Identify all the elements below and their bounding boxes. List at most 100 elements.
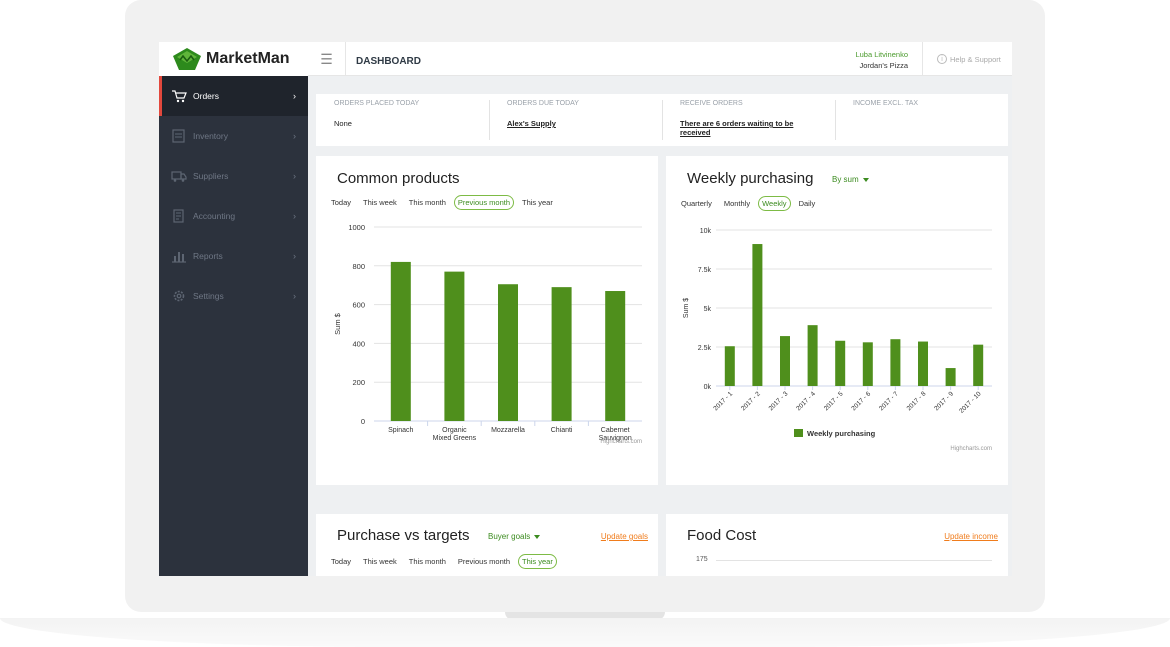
stat-label: RECEIVE ORDERS	[680, 100, 743, 107]
bar	[752, 244, 763, 386]
laptop-notch	[505, 612, 665, 620]
update-goals-link[interactable]: Update goals	[600, 532, 648, 541]
sidebar-item-reports[interactable]: Reports ›	[159, 236, 308, 276]
tab-this-week[interactable]: This week	[363, 557, 397, 566]
x-tick-label: 2017 - 3	[768, 390, 790, 412]
y-tick-label: 175	[696, 556, 708, 563]
stat-value: None	[334, 119, 352, 128]
y-tick-label: 10k	[700, 228, 712, 235]
brand-name: MarketMan	[206, 50, 290, 67]
bar	[724, 346, 735, 386]
sidebar-item-label: Orders	[193, 91, 219, 101]
x-tick-label: Cabernet Sauvignon	[599, 427, 632, 442]
tab-this-week[interactable]: This week	[363, 198, 397, 207]
x-tick-label: 2017 - 7	[878, 390, 900, 412]
bar	[945, 368, 956, 386]
bar	[498, 284, 518, 421]
bar	[890, 339, 901, 386]
tab-previous-month[interactable]: Previous month	[457, 557, 510, 566]
bar	[444, 271, 465, 421]
bar	[807, 325, 818, 386]
period-tabs: Today This week This month Previous mont…	[327, 554, 557, 569]
sidebar: Orders › Inventory › Suppliers › Account…	[159, 76, 308, 576]
sidebar-item-settings[interactable]: Settings ›	[159, 276, 308, 316]
inventory-icon	[171, 129, 187, 143]
x-tick-label: Mozzarella	[491, 427, 525, 434]
tab-this-year[interactable]: This year	[522, 198, 553, 207]
weekly-purchasing-chart: 0k 2.5k 5k 7.5k 10k Sum $ 2017 - 1 2017 - 2 2017…	[683, 228, 992, 452]
sidebar-item-inventory[interactable]: Inventory ›	[159, 116, 308, 156]
y-axis-title: Sum $	[333, 312, 342, 335]
user-menu[interactable]: Luba Litvinenko Jordan's Pizza	[855, 49, 908, 71]
y-tick-label: 400	[352, 339, 365, 348]
tab-daily[interactable]: Daily	[798, 199, 816, 208]
stat-value-link[interactable]: Alex's Supply	[507, 119, 556, 128]
tab-monthly[interactable]: Monthly	[723, 199, 751, 208]
chevron-right-icon: ›	[293, 251, 296, 261]
purchase-vs-targets-card: Purchase vs targets Buyer goals Update g…	[316, 514, 658, 576]
y-tick-label: 7.5k	[698, 267, 712, 274]
bar	[918, 341, 928, 386]
logo-icon	[173, 48, 201, 70]
bar	[605, 291, 626, 421]
stat-orders-placed-today: ORDERS PLACED TODAY None	[316, 94, 489, 146]
x-tick-label: 2017 - 4	[795, 390, 817, 412]
dropdown-label: By sum	[832, 175, 859, 184]
cart-icon	[171, 89, 187, 103]
tab-previous-month[interactable]: Previous month	[453, 195, 514, 210]
x-tick-label: 2017 - 9	[933, 390, 955, 412]
bar	[862, 342, 873, 386]
tab-today[interactable]: Today	[331, 198, 352, 207]
update-income-link[interactable]: Update income	[944, 532, 998, 541]
stat-income-excl-tax: INCOME EXCL. TAX	[835, 94, 1008, 146]
tab-weekly[interactable]: Weekly	[758, 196, 791, 211]
sidebar-item-suppliers[interactable]: Suppliers ›	[159, 156, 308, 196]
period-tabs: Today This week This month Previous mont…	[327, 195, 557, 210]
card-title: Purchase vs targets	[337, 527, 470, 544]
card-title: Weekly purchasing	[687, 170, 814, 187]
stat-orders-due-today: ORDERS DUE TODAY Alex's Supply	[489, 94, 662, 146]
sidebar-item-label: Reports	[193, 251, 223, 261]
bar	[551, 287, 572, 421]
truck-icon	[171, 169, 187, 183]
tab-this-month[interactable]: This month	[408, 198, 446, 207]
tab-today[interactable]: Today	[331, 557, 352, 566]
help-label: Help & Support	[950, 54, 1001, 64]
sidebar-item-orders[interactable]: Orders ›	[159, 76, 308, 116]
y-tick-label: 5k	[704, 306, 712, 313]
stat-value-link[interactable]: There are 6 orders waiting to be receive…	[680, 119, 794, 137]
tab-quarterly[interactable]: Quarterly	[681, 199, 712, 208]
brand-logo[interactable]: MarketMan	[159, 42, 308, 76]
sidebar-item-label: Suppliers	[193, 171, 229, 181]
user-organization: Jordan's Pizza	[859, 61, 908, 70]
caret-down-icon	[862, 177, 869, 182]
x-tick-label: Chianti	[551, 427, 573, 434]
x-tick-label: 2017 - 6	[850, 390, 872, 412]
card-title: Common products	[337, 170, 460, 187]
tab-this-month[interactable]: This month	[408, 557, 446, 566]
y-tick-label: 600	[352, 301, 365, 310]
chevron-right-icon: ›	[293, 131, 296, 141]
stats-strip: ORDERS PLACED TODAY None ORDERS DUE TODA…	[316, 94, 1008, 146]
chart-credit: Highcharts.com	[600, 439, 642, 445]
gear-icon	[171, 289, 187, 303]
by-sum-dropdown[interactable]: By sum	[832, 175, 869, 184]
top-bar: ☰ DASHBOARD Luba Litvinenko Jordan's Piz…	[308, 42, 1012, 76]
common-products-card: Common products Today This week This mon…	[316, 156, 658, 485]
x-tick-label: Spinach	[388, 427, 413, 434]
y-tick-label: 0	[361, 417, 365, 426]
tab-this-year[interactable]: This year	[518, 554, 557, 569]
buyer-goals-dropdown[interactable]: Buyer goals	[488, 532, 541, 541]
hamburger-menu-button[interactable]: ☰	[308, 42, 346, 76]
chevron-right-icon: ›	[293, 291, 296, 301]
x-tick-label: 2017 - 8	[906, 390, 928, 412]
stat-label: ORDERS PLACED TODAY	[334, 100, 420, 107]
help-support-link[interactable]: i Help & Support	[922, 42, 1012, 76]
y-tick-label: 200	[352, 378, 365, 387]
sidebar-item-accounting[interactable]: Accounting ›	[159, 196, 308, 236]
legend-label: Weekly purchasing	[807, 429, 876, 438]
y-tick-label: 800	[352, 262, 365, 271]
x-tick-label: 2017 - 2	[740, 390, 762, 412]
chevron-right-icon: ›	[293, 211, 296, 221]
stat-label: INCOME EXCL. TAX	[853, 100, 919, 107]
